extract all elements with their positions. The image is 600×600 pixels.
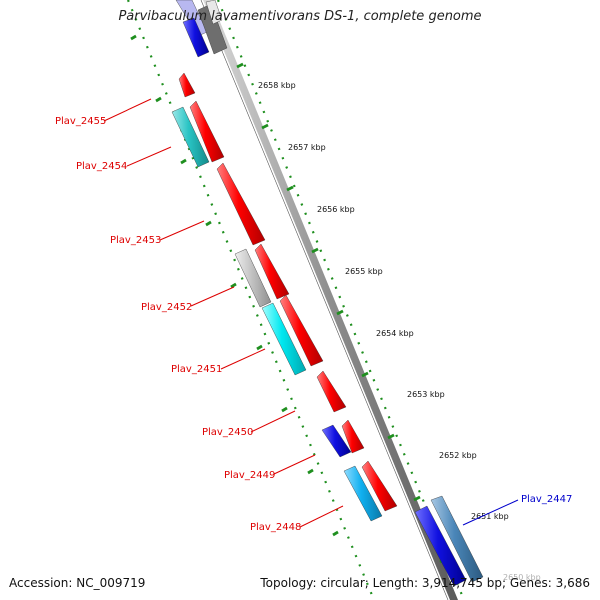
gene-label-plav-2454: Plav_2454: [76, 161, 127, 172]
gene-label-plav-2450: Plav_2450: [202, 427, 253, 438]
kbp-label: 2650 kbp: [503, 573, 541, 582]
gene-labels: Plav_2455 Plav_2454 Plav_2453 Plav_2452 …: [55, 98, 572, 533]
kbp-label: 2652 kbp: [439, 451, 477, 460]
accession-text: Accession: NC_009719: [9, 576, 146, 590]
gene-label-plav-2455: Plav_2455: [55, 116, 106, 127]
gene-plav-2449: [341, 419, 365, 454]
kbp-label: 2656 kbp: [317, 205, 355, 214]
gene-top-gray: [197, 3, 228, 55]
gene-plav-2453: [216, 162, 266, 246]
gene-skyblue: [343, 465, 383, 522]
gene-plav-2451: [279, 294, 324, 367]
gene-red-small: [178, 72, 196, 98]
gene-plav-2448: [361, 460, 398, 512]
gene-steel: [430, 495, 484, 583]
gene-top-white: [205, 0, 223, 25]
gene-label-plav-2448: Plav_2448: [250, 522, 301, 533]
kbp-label: 2653 kbp: [407, 390, 445, 399]
genes-reverse: [171, 0, 398, 522]
kbp-label: 2651 kbp: [471, 512, 509, 521]
gene-plav-2454: [189, 100, 225, 163]
genome-summary-text: Topology: circular; Length: 3,914,745 bp…: [260, 576, 590, 590]
gene-cyan: [261, 302, 307, 376]
kbp-labels: 2658 kbp 2657 kbp 2656 kbp 2655 kbp 2654…: [258, 81, 541, 582]
backbone: [200, 0, 458, 600]
kbp-label: 2657 kbp: [288, 143, 326, 152]
gene-teal: [171, 106, 210, 168]
gene-plav-2452: [254, 243, 290, 300]
gene-label-plav-2447: Plav_2447: [521, 494, 572, 505]
gene-label-plav-2451: Plav_2451: [171, 364, 222, 375]
gene-top-blue: [182, 17, 210, 58]
gene-label-plav-2449: Plav_2449: [224, 470, 275, 481]
genes-forward: [414, 495, 484, 587]
gene-gray: [234, 248, 272, 308]
gene-plav-2447: [414, 505, 467, 587]
gene-label-plav-2453: Plav_2453: [110, 235, 161, 246]
map-title: Parvibaculum lavamentivorans DS-1, compl…: [118, 9, 482, 24]
gene-plav-2450: [316, 370, 347, 413]
kbp-label: 2655 kbp: [345, 267, 383, 276]
gene-label-plav-2452: Plav_2452: [141, 302, 192, 313]
kbp-label: 2658 kbp: [258, 81, 296, 90]
gene-blue-mid: [321, 424, 352, 458]
kbp-label: 2654 kbp: [376, 329, 414, 338]
